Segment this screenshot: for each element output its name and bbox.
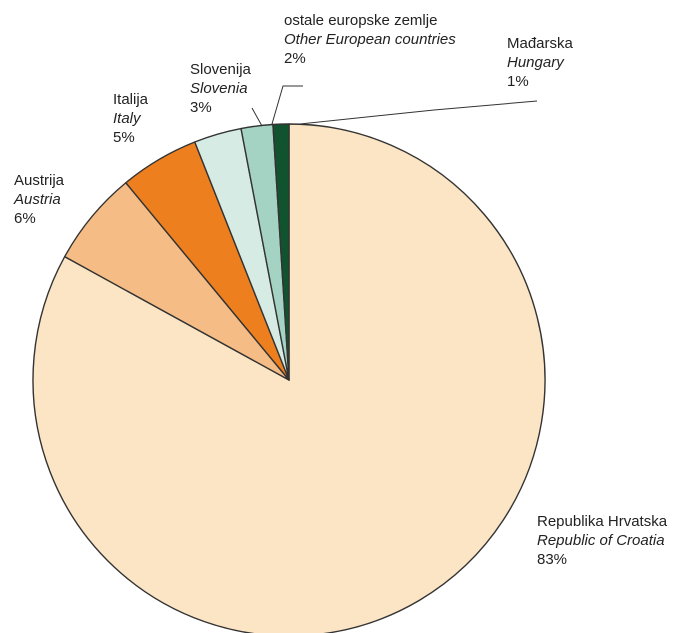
label-italy-pct: 5% — [113, 129, 135, 146]
label-slovenia-hr: Slovenija — [190, 61, 251, 78]
label-italy-hr: Italija — [113, 91, 149, 108]
label-austria-hr: Austrija — [14, 172, 65, 189]
leader-lines — [251, 85, 538, 127]
label-slovenia-pct: 3% — [190, 99, 212, 116]
leader-line-other-european — [271, 85, 303, 125]
label-hungary-en: Hungary — [507, 54, 564, 71]
label-austria: Austrija Austria 6% — [14, 171, 64, 228]
label-croatia: Republika Hrvatska Republic of Croatia 8… — [537, 512, 667, 569]
pie-slices — [32, 123, 546, 633]
label-hungary-pct: 1% — [507, 73, 529, 90]
label-hungary-hr: Mađarska — [507, 35, 573, 52]
pie-slice-croatia — [32, 123, 546, 633]
pie-slice-hungary — [272, 123, 290, 381]
label-other-european-en: Other European countries — [284, 31, 456, 48]
label-slovenia-en: Slovenia — [190, 80, 248, 97]
label-other-european-pct: 2% — [284, 50, 306, 67]
label-croatia-en: Republic of Croatia — [537, 532, 665, 549]
leader-line-slovenia — [251, 107, 263, 127]
label-croatia-pct: 83% — [537, 551, 568, 568]
label-slovenia: Slovenija Slovenia 3% — [190, 60, 251, 117]
label-italy: Italija Italy 5% — [113, 90, 148, 147]
label-austria-pct: 6% — [14, 210, 36, 227]
label-italy-en: Italy — [113, 110, 141, 127]
label-croatia-hr: Republika Hrvatska — [537, 513, 668, 530]
leader-line-hungary — [299, 100, 538, 125]
label-other-european: ostale europske zemlje Other European co… — [284, 11, 456, 68]
label-other-european-hr: ostale europske zemlje — [284, 12, 438, 29]
label-austria-en: Austria — [14, 191, 61, 208]
label-hungary: Mađarska Hungary 1% — [507, 34, 573, 91]
